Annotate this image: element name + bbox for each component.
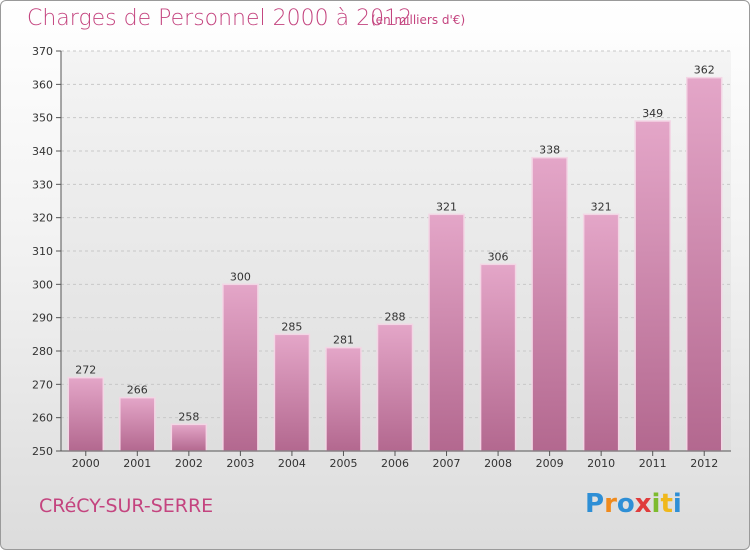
- bars: [67, 76, 723, 452]
- bar-2000: [67, 376, 105, 452]
- logo-letter: o: [616, 489, 635, 519]
- data-label-2003: 300: [230, 270, 251, 283]
- x-tick-label-2002: 2002: [175, 457, 203, 470]
- logo-letter: P: [585, 489, 605, 519]
- logo-letter: i: [651, 489, 661, 519]
- proxiti-logo: Proxiti: [585, 489, 682, 519]
- logo-letter: x: [634, 489, 652, 519]
- y-tick-label: 270: [32, 378, 53, 391]
- bar-2011: [634, 120, 671, 452]
- x-tick-label-2011: 2011: [639, 457, 667, 470]
- x-tick-label-2009: 2009: [536, 457, 564, 470]
- x-tick-label-2012: 2012: [690, 457, 718, 470]
- data-labels: 272 266 258 300 285 281 288 321 306 338 321 349 362: [75, 64, 714, 424]
- town-name: CRéCY-SUR-SERRE: [39, 495, 214, 517]
- bar-2004: [273, 333, 311, 452]
- y-tick-label: 360: [32, 78, 53, 91]
- logo-letter: t: [660, 489, 673, 519]
- bar-2005: [325, 346, 362, 452]
- chart-subtitle: (en milliers d'€): [371, 13, 466, 27]
- y-tick-label: 350: [32, 112, 53, 125]
- y-tick-label: 300: [32, 278, 53, 291]
- y-tick-label: 340: [32, 145, 53, 158]
- bar-2001: [119, 396, 156, 452]
- data-label-2002: 258: [178, 410, 199, 423]
- x-tick-label-2006: 2006: [381, 457, 409, 470]
- data-label-2001: 266: [127, 384, 148, 397]
- bar-2003: [222, 283, 259, 452]
- y-tick-label: 320: [32, 212, 53, 225]
- x-tick-label-2003: 2003: [226, 457, 254, 470]
- data-label-2012: 362: [694, 64, 715, 77]
- y-tick-label: 250: [32, 445, 53, 458]
- x-tick-label-2007: 2007: [433, 457, 461, 470]
- y-tick-label: 290: [32, 312, 53, 325]
- bar-2008: [479, 263, 517, 452]
- x-tick-label-2004: 2004: [278, 457, 306, 470]
- data-label-2007: 321: [436, 200, 457, 213]
- y-axis: 250 260 270 280 290 300 310 320 330 340 350 360 370: [32, 45, 62, 458]
- data-label-2000: 272: [75, 364, 96, 377]
- data-label-2005: 281: [333, 334, 354, 347]
- bar-2010: [582, 213, 620, 452]
- y-tick-label: 330: [32, 178, 53, 191]
- logo-letter: r: [604, 489, 617, 519]
- bar-2006: [376, 323, 414, 452]
- y-tick-label: 280: [32, 345, 53, 358]
- data-label-2011: 349: [642, 107, 663, 120]
- x-tick-label-2001: 2001: [123, 457, 151, 470]
- x-tick-label-2000: 2000: [72, 457, 100, 470]
- y-tick-label: 260: [32, 412, 53, 425]
- data-label-2006: 288: [385, 310, 406, 323]
- data-label-2010: 321: [591, 200, 612, 213]
- x-axis: 2000 2001 2002 2003 2004 2005 2006 2007 2008 2009…: [61, 450, 731, 470]
- x-tick-label-2010: 2010: [587, 457, 615, 470]
- x-tick-label-2008: 2008: [484, 457, 512, 470]
- x-tick-label-2005: 2005: [329, 457, 357, 470]
- y-tick-label: 310: [32, 245, 53, 258]
- data-label-2009: 338: [539, 144, 560, 157]
- data-label-2008: 306: [488, 250, 509, 263]
- bar-2007: [428, 213, 465, 452]
- data-label-2004: 285: [281, 320, 302, 333]
- logo-letter: i: [672, 489, 682, 519]
- y-tick-label: 370: [32, 45, 53, 58]
- bar-2002: [170, 423, 208, 452]
- bar-2009: [531, 156, 568, 452]
- chart-title: Charges de Personnel 2000 à 2012: [27, 6, 413, 31]
- bar-2012: [685, 76, 723, 452]
